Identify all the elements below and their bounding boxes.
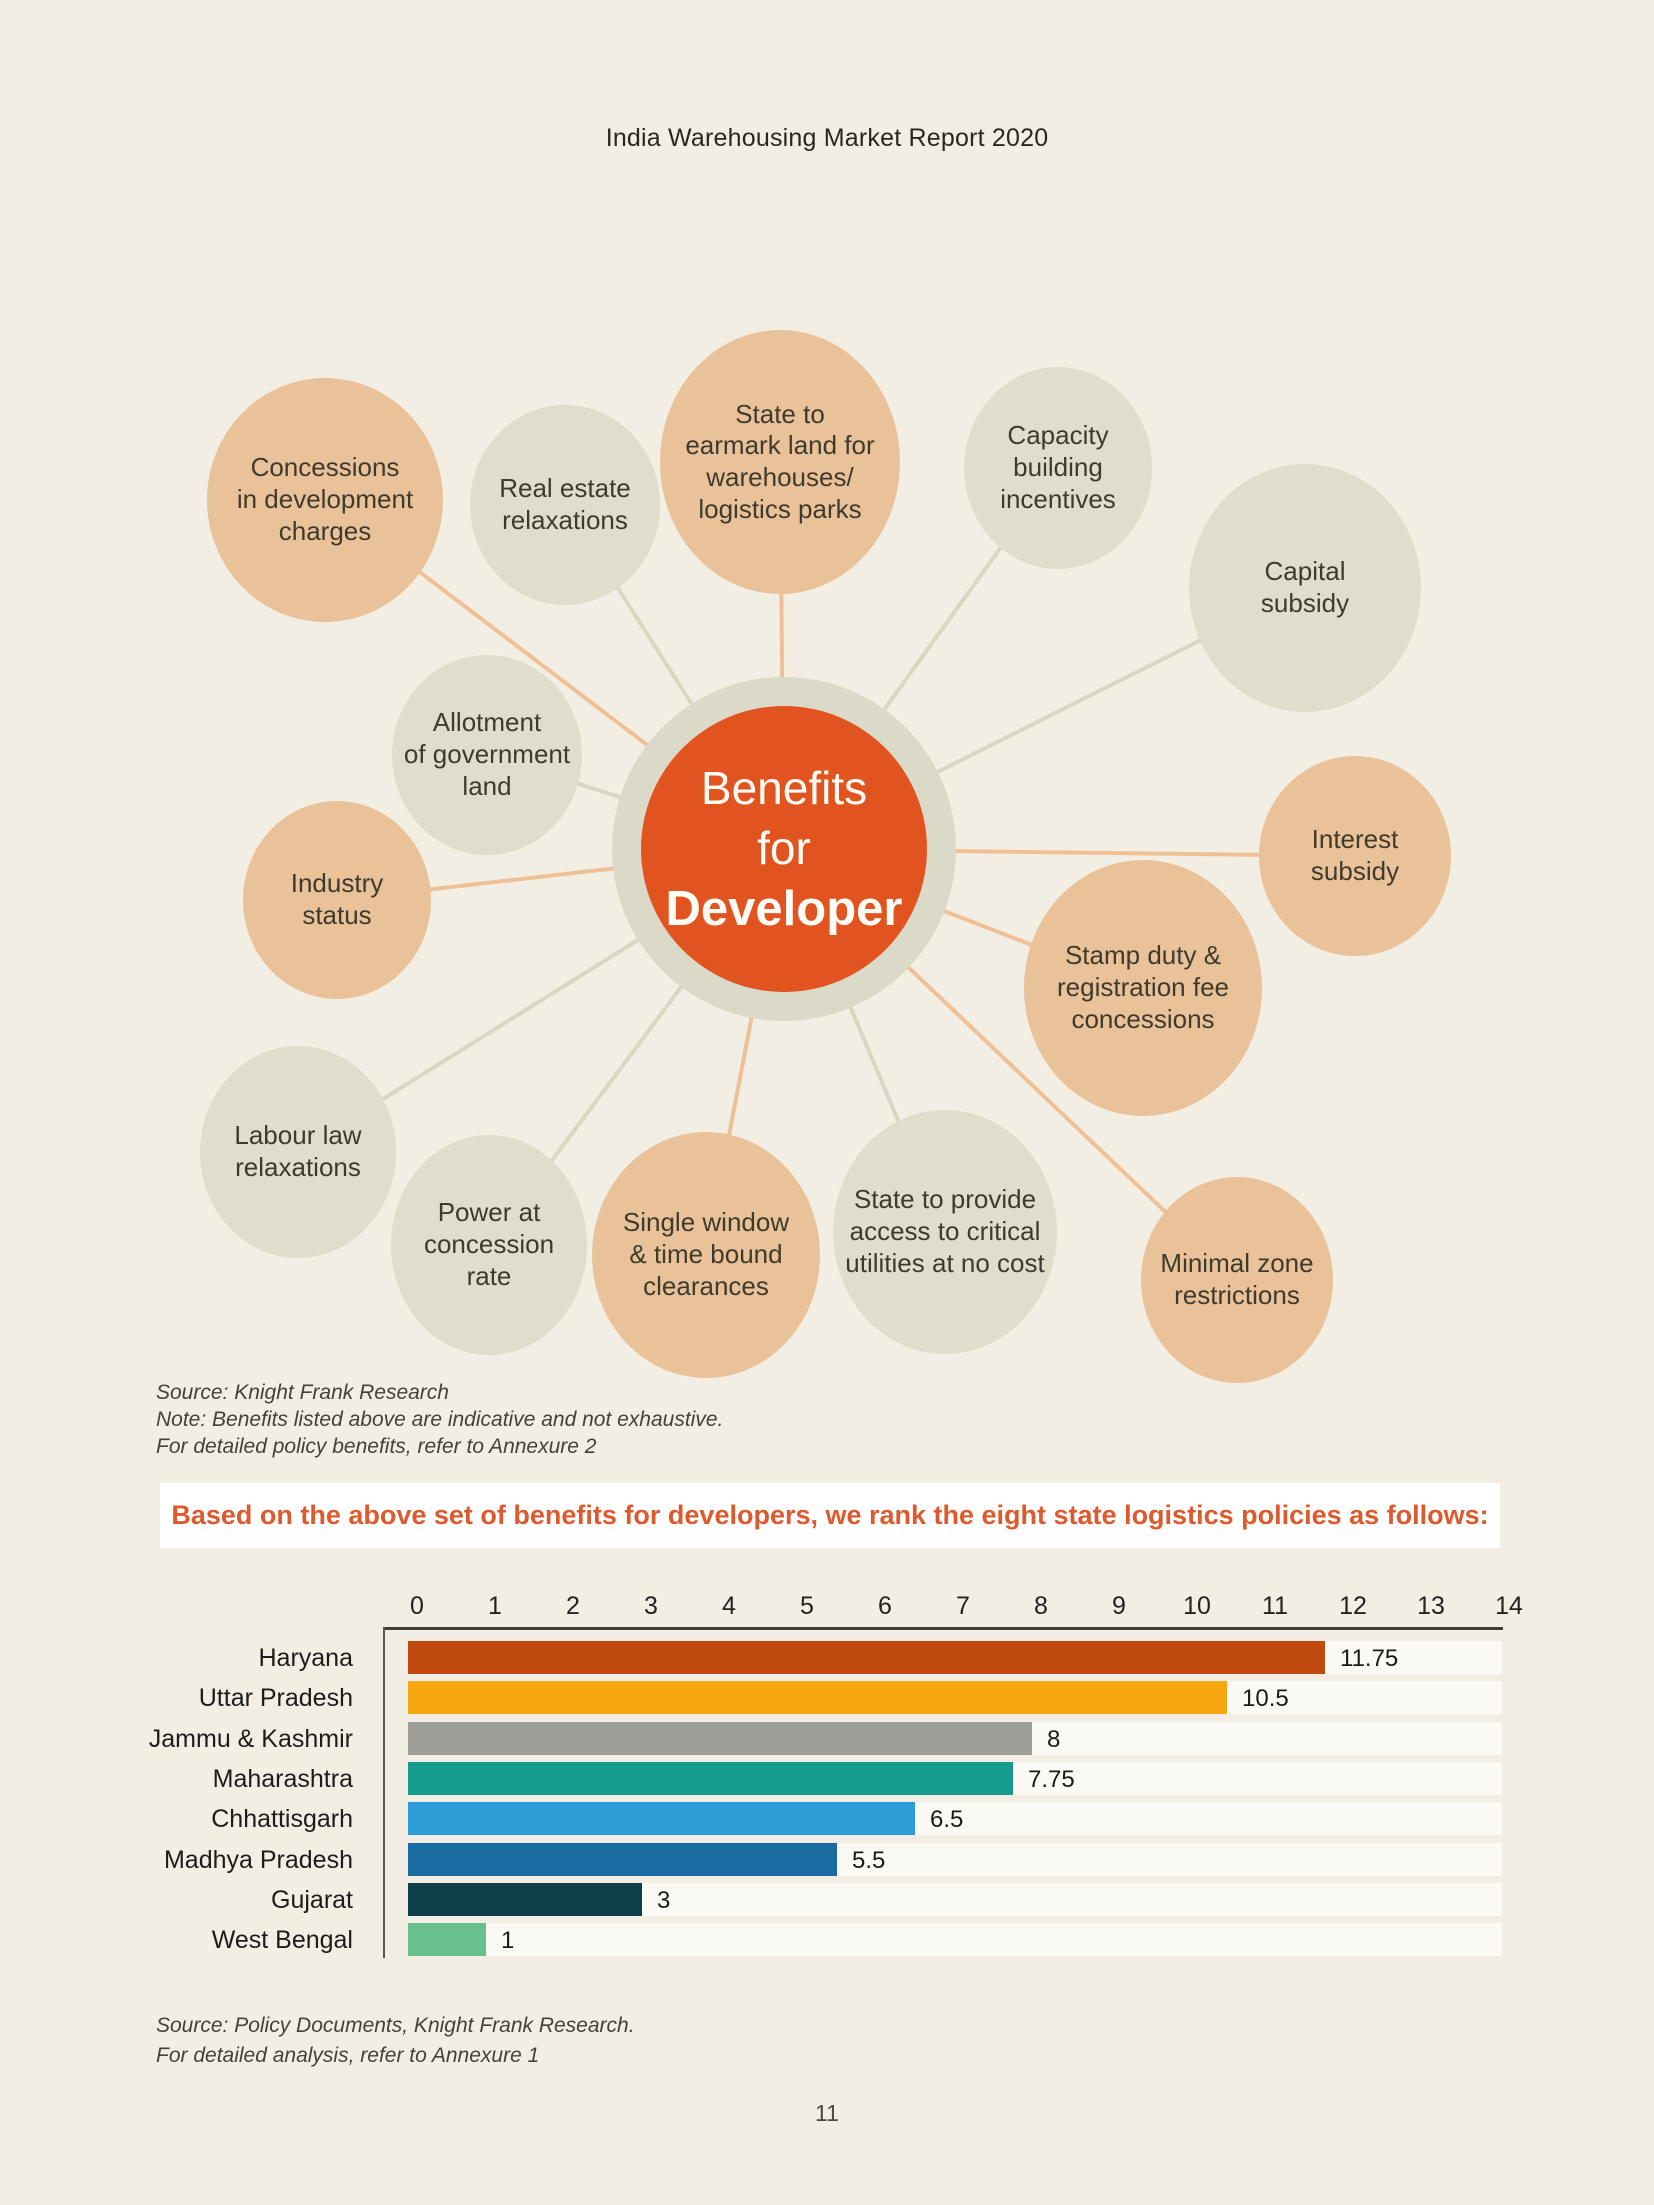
- bar-category-label-Gujarat: Gujarat: [271, 1886, 353, 1914]
- bubble-interest-subsidy: Interest subsidy: [1259, 756, 1451, 956]
- x-axis-tick-6: 6: [878, 1592, 892, 1620]
- bubble-minimal-zone-restrictions: Minimal zone restrictions: [1141, 1177, 1333, 1383]
- bar-category-label-Chhattisgarh: Chhattisgarh: [211, 1805, 353, 1833]
- bar-category-label-Maharashtra: Maharashtra: [212, 1765, 353, 1793]
- chart-note-annexure: For detailed analysis, refer to Annexure…: [156, 2044, 540, 2067]
- bubble-labour-law-relaxations: Labour law relaxations: [200, 1046, 396, 1258]
- diagram-note-annexure: For detailed policy benefits, refer to A…: [156, 1435, 597, 1458]
- bubble-capital-subsidy: Capital subsidy: [1189, 464, 1421, 712]
- bar-value-label-Maharashtra: 7.75: [1028, 1766, 1075, 1793]
- x-axis-tick-7: 7: [956, 1592, 970, 1620]
- bubble-concessions-development-charges: Concessions in development charges: [207, 378, 443, 622]
- chart-source-note: Source: Policy Documents, Knight Frank R…: [156, 2014, 635, 2037]
- x-axis-tick-11: 11: [1262, 1592, 1288, 1620]
- bubble-real-estate-relaxations: Real estate relaxations: [470, 405, 660, 605]
- bar-Uttar Pradesh: [408, 1681, 1227, 1714]
- bar-Maharashtra: [408, 1762, 1013, 1795]
- bubble-allotment-government-land: Allotment of government land: [392, 655, 582, 855]
- x-axis-tick-10: 10: [1183, 1592, 1211, 1620]
- center-node-label: Benefits for: [700, 761, 868, 875]
- x-axis-tick-12: 12: [1339, 1592, 1367, 1620]
- bar-value-label-West Bengal: 1: [501, 1927, 515, 1954]
- x-axis-tick-3: 3: [644, 1592, 658, 1620]
- diagram-note: Note: Benefits listed above are indicati…: [156, 1408, 724, 1431]
- bar-Chhattisgarh: [408, 1802, 915, 1835]
- x-axis-tick-4: 4: [722, 1592, 736, 1620]
- x-axis-tick-2: 2: [566, 1592, 580, 1620]
- chart-vertical-axis-line: [383, 1627, 385, 1958]
- center-node-label-bold: Developer: [665, 882, 903, 937]
- bubble-state-earmark-land: State to earmark land for warehouses/ lo…: [660, 330, 900, 594]
- center-ring: Benefits for Developer: [612, 677, 956, 1021]
- bar-value-label-Haryana: 11.75: [1340, 1645, 1399, 1672]
- bar-Haryana: [408, 1641, 1325, 1674]
- bar-value-label-Madhya Pradesh: 5.5: [852, 1847, 886, 1874]
- x-axis-tick-0: 0: [410, 1592, 424, 1620]
- bar-Madhya Pradesh: [408, 1843, 837, 1876]
- bar-Jammu & Kashmir: [408, 1722, 1032, 1755]
- bubble-industry-status: Industry status: [243, 801, 431, 999]
- bar-category-label-Haryana: Haryana: [258, 1644, 354, 1672]
- x-axis-tick-1: 1: [488, 1592, 502, 1620]
- chart-top-axis-line: [383, 1627, 1503, 1630]
- bar-track-West Bengal: [408, 1923, 1502, 1956]
- bar-West Bengal: [408, 1923, 486, 1956]
- bar-value-label-Chhattisgarh: 6.5: [930, 1806, 964, 1833]
- bar-Gujarat: [408, 1883, 642, 1916]
- x-axis-tick-8: 8: [1034, 1592, 1048, 1620]
- x-axis-tick-9: 9: [1112, 1592, 1126, 1620]
- ranking-banner: Based on the above set of benefits for d…: [160, 1483, 1500, 1548]
- bar-value-label-Jammu & Kashmir: 8: [1047, 1726, 1061, 1753]
- x-axis-tick-5: 5: [800, 1592, 814, 1620]
- bubble-single-window-clearances: Single window & time bound clearances: [592, 1132, 820, 1378]
- bubble-power-concession-rate: Power at concession rate: [391, 1135, 587, 1355]
- center-node-benefits-for-developer: Benefits for Developer: [641, 706, 927, 992]
- ranking-banner-text: Based on the above set of benefits for d…: [171, 1500, 1489, 1530]
- bar-category-label-Uttar Pradesh: Uttar Pradesh: [198, 1684, 353, 1712]
- x-axis-tick-14: 14: [1495, 1592, 1523, 1620]
- bubble-state-critical-utilities: State to provide access to critical util…: [833, 1110, 1057, 1354]
- bar-category-label-West Bengal: West Bengal: [211, 1926, 353, 1954]
- bar-category-label-Jammu & Kashmir: Jammu & Kashmir: [148, 1725, 353, 1753]
- bar-category-label-Madhya Pradesh: Madhya Pradesh: [163, 1846, 353, 1874]
- bar-value-label-Uttar Pradesh: 10.5: [1242, 1685, 1289, 1712]
- bubble-capacity-building-incentives: Capacity building incentives: [964, 367, 1152, 569]
- diagram-source-note: Source: Knight Frank Research: [156, 1381, 449, 1404]
- page-title: India Warehousing Market Report 2020: [605, 124, 1049, 152]
- bar-value-label-Gujarat: 3: [657, 1887, 671, 1914]
- page-number: 11: [815, 2100, 839, 2126]
- bubble-stamp-duty-concessions: Stamp duty & registration fee concession…: [1024, 860, 1262, 1116]
- x-axis-tick-13: 13: [1417, 1592, 1445, 1620]
